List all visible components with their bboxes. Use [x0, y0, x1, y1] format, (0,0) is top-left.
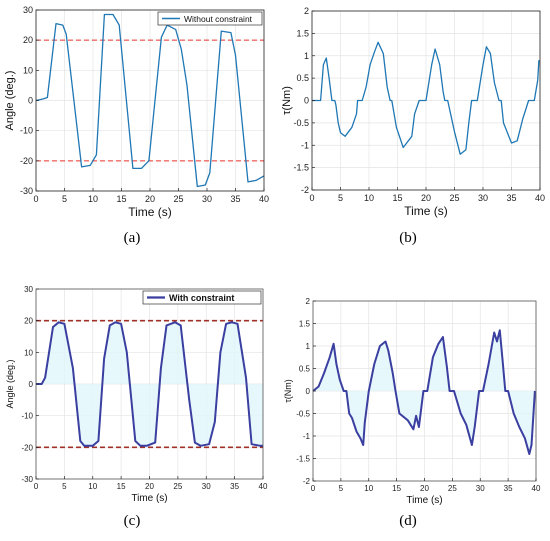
y-tick-label: 0 — [28, 96, 33, 106]
x-tick-label: 40 — [259, 194, 269, 204]
x-axis-label: Time (s) — [404, 204, 448, 218]
x-tick-label: 40 — [535, 193, 545, 203]
x-tick-label: 5 — [339, 484, 344, 493]
x-tick-label: 30 — [202, 194, 212, 204]
x-axis-label: Time (s) — [128, 205, 172, 219]
y-tick-label: -30 — [20, 186, 33, 196]
y-tick-label: 1.5 — [299, 320, 311, 329]
x-tick-label: 30 — [202, 482, 211, 491]
x-tick-label: 35 — [506, 193, 516, 203]
y-tick-label: 0.5 — [299, 365, 311, 374]
x-tick-label: 35 — [230, 194, 240, 204]
y-tick-label: 20 — [24, 317, 33, 326]
y-tick-label: -10 — [21, 412, 33, 421]
y-tick-label: 0.5 — [296, 73, 309, 83]
x-tick-label: 15 — [392, 484, 401, 493]
x-tick-label: 10 — [88, 482, 97, 491]
y-axis-label: Angle (deg.) — [4, 71, 16, 131]
legend: With constraint — [142, 290, 262, 305]
chart-a: 0 5 10 15 20 25 30 35 40 -30 -20 -10 0 10 20 30 Time (s)… — [4, 5, 269, 219]
y-tick-label: -1 — [303, 432, 311, 441]
y-axis-label: Angle (deg.) — [5, 359, 15, 408]
x-tick-label: 25 — [173, 194, 183, 204]
y-axis-label: τ(Nm) — [283, 379, 293, 403]
x-tick-label: 5 — [62, 482, 67, 491]
x-tick-label: 25 — [448, 484, 457, 493]
x-tick-label: 5 — [338, 193, 343, 203]
chart-c: 0 5 10 15 20 25 30 35 40 -30 -20 -10 0 10 20 30 Time (s)… — [5, 285, 268, 504]
series-shade — [313, 330, 535, 454]
caption-b: (b) — [399, 230, 417, 246]
x-axis-label: Time (s) — [406, 495, 442, 506]
y-tick-label: -10 — [20, 126, 33, 136]
x-tick-label: 35 — [504, 484, 513, 493]
caption-a: (a) — [123, 230, 141, 246]
chart-d: 0 5 10 15 20 25 30 35 40 -2 -1.5 -1 -0.5 0 0.5 1 1.5 2 Tim… — [283, 297, 541, 506]
x-tick-label: 0 — [311, 484, 316, 493]
x-tick-label: 30 — [476, 484, 485, 493]
y-tick-label: 1.5 — [296, 28, 309, 38]
x-tick-label: 15 — [117, 482, 126, 491]
x-tick-label: 20 — [145, 194, 155, 204]
y-tick-label: -0.5 — [296, 410, 310, 419]
x-tick-label: 35 — [230, 482, 239, 491]
x-tick-label: 0 — [309, 193, 314, 203]
y-tick-label: 10 — [23, 65, 33, 75]
x-tick-label: 25 — [449, 193, 459, 203]
y-tick-label: 2 — [306, 297, 311, 306]
y-tick-label: 1 — [304, 51, 309, 61]
legend-box — [157, 11, 263, 26]
chart-b: 0 5 10 15 20 25 30 35 40 -2 -1.5 -1 -0.5 0 0.5 1 1.5 2 Tim… — [281, 6, 545, 218]
x-tick-label: 20 — [421, 193, 431, 203]
y-tick-label: -30 — [21, 475, 33, 484]
y-tick-label: -20 — [20, 156, 33, 166]
legend-label: With constraint — [169, 293, 234, 303]
series-line — [312, 41, 540, 155]
y-tick-label: -1.5 — [296, 455, 310, 464]
x-tick-label: 0 — [33, 194, 38, 204]
y-tick-label: 0 — [304, 96, 309, 106]
x-tick-label: 10 — [364, 484, 373, 493]
y-tick-label: 10 — [24, 348, 33, 357]
x-axis-label: Time (s) — [131, 493, 167, 504]
legend-box — [142, 290, 262, 305]
series-line — [35, 13, 265, 188]
y-tick-label: 30 — [24, 285, 33, 294]
y-tick-label: -1 — [301, 140, 309, 150]
y-tick-label: -20 — [21, 443, 33, 452]
series-line — [36, 321, 263, 447]
legend: Without constraint — [157, 11, 263, 26]
y-tick-label: 1 — [306, 342, 311, 351]
x-tick-label: 25 — [173, 482, 182, 491]
x-tick-label: 20 — [420, 484, 429, 493]
y-tick-label: -2 — [303, 477, 311, 486]
y-tick-label: -1.5 — [293, 163, 309, 173]
x-tick-label: 5 — [62, 194, 67, 204]
y-tick-label: 0 — [29, 380, 34, 389]
y-tick-label: -2 — [301, 185, 309, 195]
series-shade — [36, 322, 263, 446]
y-tick-label: 2 — [304, 6, 309, 16]
x-tick-label: 15 — [116, 194, 126, 204]
x-tick-label: 40 — [532, 484, 541, 493]
x-tick-label: 30 — [478, 193, 488, 203]
x-tick-label: 0 — [34, 482, 39, 491]
y-axis-label: τ(Nm) — [281, 86, 293, 115]
legend-label: Without constraint — [184, 14, 253, 24]
y-tick-label: 20 — [23, 35, 33, 45]
y-tick-label: 0 — [306, 387, 311, 396]
series-line — [312, 329, 536, 455]
x-tick-label: 40 — [259, 482, 268, 491]
x-tick-label: 10 — [88, 194, 98, 204]
x-tick-label: 15 — [392, 193, 402, 203]
y-tick-label: 30 — [23, 5, 33, 15]
caption-c: (c) — [123, 513, 141, 529]
caption-d: (d) — [399, 513, 417, 529]
x-tick-label: 20 — [145, 482, 154, 491]
y-tick-label: -0.5 — [293, 118, 309, 128]
x-tick-label: 10 — [364, 193, 374, 203]
